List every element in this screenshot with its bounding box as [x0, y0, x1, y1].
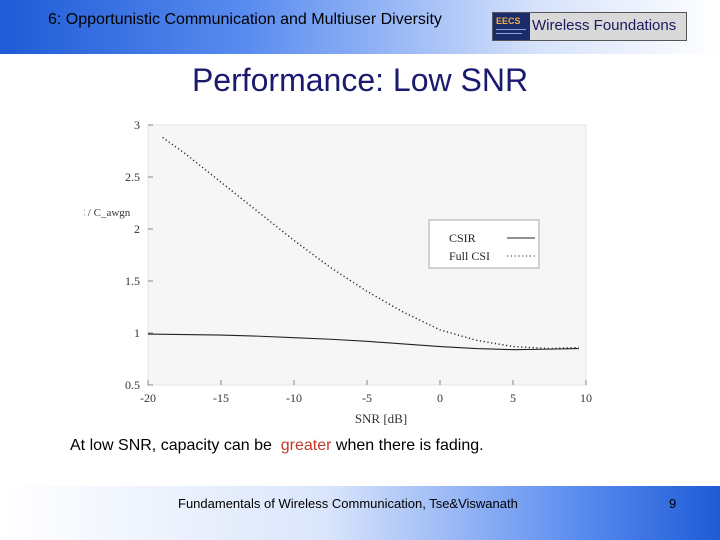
slide-title: Performance: Low SNR	[191, 62, 529, 98]
y-axis-label: C / C_awgn	[84, 207, 131, 219]
body-suffix: when there is fading.	[335, 437, 484, 454]
y-tick-label: 3	[134, 118, 140, 132]
footer-citation: Fundamentals of Wireless Communication, …	[178, 496, 518, 511]
body-text: At low SNR, capacity can be greater when…	[70, 437, 484, 455]
x-tick-label: -15	[213, 391, 229, 405]
series-line-csir	[147, 333, 579, 351]
legend-label: Full CSI	[449, 249, 490, 263]
header-title: 6: Opportunistic Communication and Multi…	[48, 11, 442, 28]
logo-line	[496, 29, 526, 30]
legend-label: CSIR	[449, 231, 476, 245]
x-tick-label: -20	[140, 391, 156, 405]
x-tick-label: 5	[510, 391, 516, 405]
y-tick-label: 1	[134, 326, 140, 340]
body-prefix: At low SNR, capacity can be	[70, 437, 272, 454]
capacity-ratio-chart: -20 -15 -10 -5 0 5 10 0.5 1 1.5 2 2.5 3 SNR [dB] C / C…	[84, 118, 592, 426]
eecs-logo-block: EECS	[493, 13, 530, 40]
x-tick-label: 0	[437, 391, 443, 405]
logo-wordmark: Wireless Foundations	[532, 17, 677, 34]
footer-bar	[0, 486, 720, 540]
x-tick-label: 10	[580, 391, 592, 405]
y-tick-label: 2.5	[125, 170, 140, 184]
x-axis-label: SNR [dB]	[355, 411, 407, 426]
y-tick-label: 1.5	[125, 274, 140, 288]
wireless-foundations-logo: EECS Wireless Foundations	[492, 12, 687, 41]
page-number: 9	[669, 496, 677, 511]
logo-line	[496, 33, 522, 34]
legend-box	[428, 219, 540, 269]
y-tick-label: 2	[134, 222, 140, 236]
body-highlight: greater	[280, 437, 332, 454]
y-tick-label: 0.5	[125, 378, 140, 392]
eecs-logo-text: EECS	[496, 16, 521, 26]
x-tick-label: -10	[286, 391, 302, 405]
x-tick-label: -5	[362, 391, 372, 405]
